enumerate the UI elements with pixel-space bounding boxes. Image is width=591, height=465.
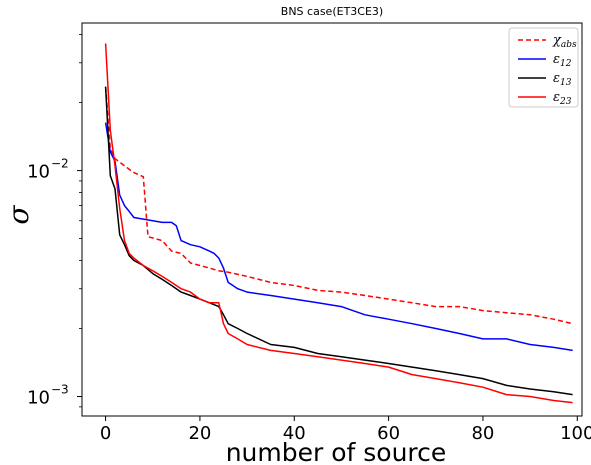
x-axis-label: number of source — [226, 438, 447, 465]
x-tick-label: 60 — [377, 423, 400, 444]
x-tick-label: 80 — [471, 423, 494, 444]
y-tick-label: 10 — [27, 388, 50, 409]
y-tick-exponent: −2 — [51, 157, 69, 171]
series-line-12 — [104, 122, 573, 352]
x-axis: 0 20 40 60 80 100 — [100, 416, 591, 444]
series-line-13 — [104, 86, 573, 396]
x-tick-label: 20 — [188, 423, 211, 444]
x-tick-label: 0 — [100, 423, 111, 444]
chart-title: BNS case(ET3CE3) — [281, 5, 383, 18]
series-line-23 — [104, 43, 573, 404]
plot-area — [104, 43, 573, 404]
x-tick-label: 100 — [560, 423, 591, 444]
plot-frame — [81, 22, 583, 417]
series-line-abs — [104, 86, 573, 325]
y-tick-exponent: −3 — [51, 383, 69, 397]
x-tick-label: 40 — [283, 423, 306, 444]
y-axis: 10−310−2 — [27, 34, 82, 409]
y-axis-label: σ — [2, 205, 35, 225]
legend-box — [508, 27, 579, 108]
y-tick-label: 10 — [27, 162, 50, 183]
